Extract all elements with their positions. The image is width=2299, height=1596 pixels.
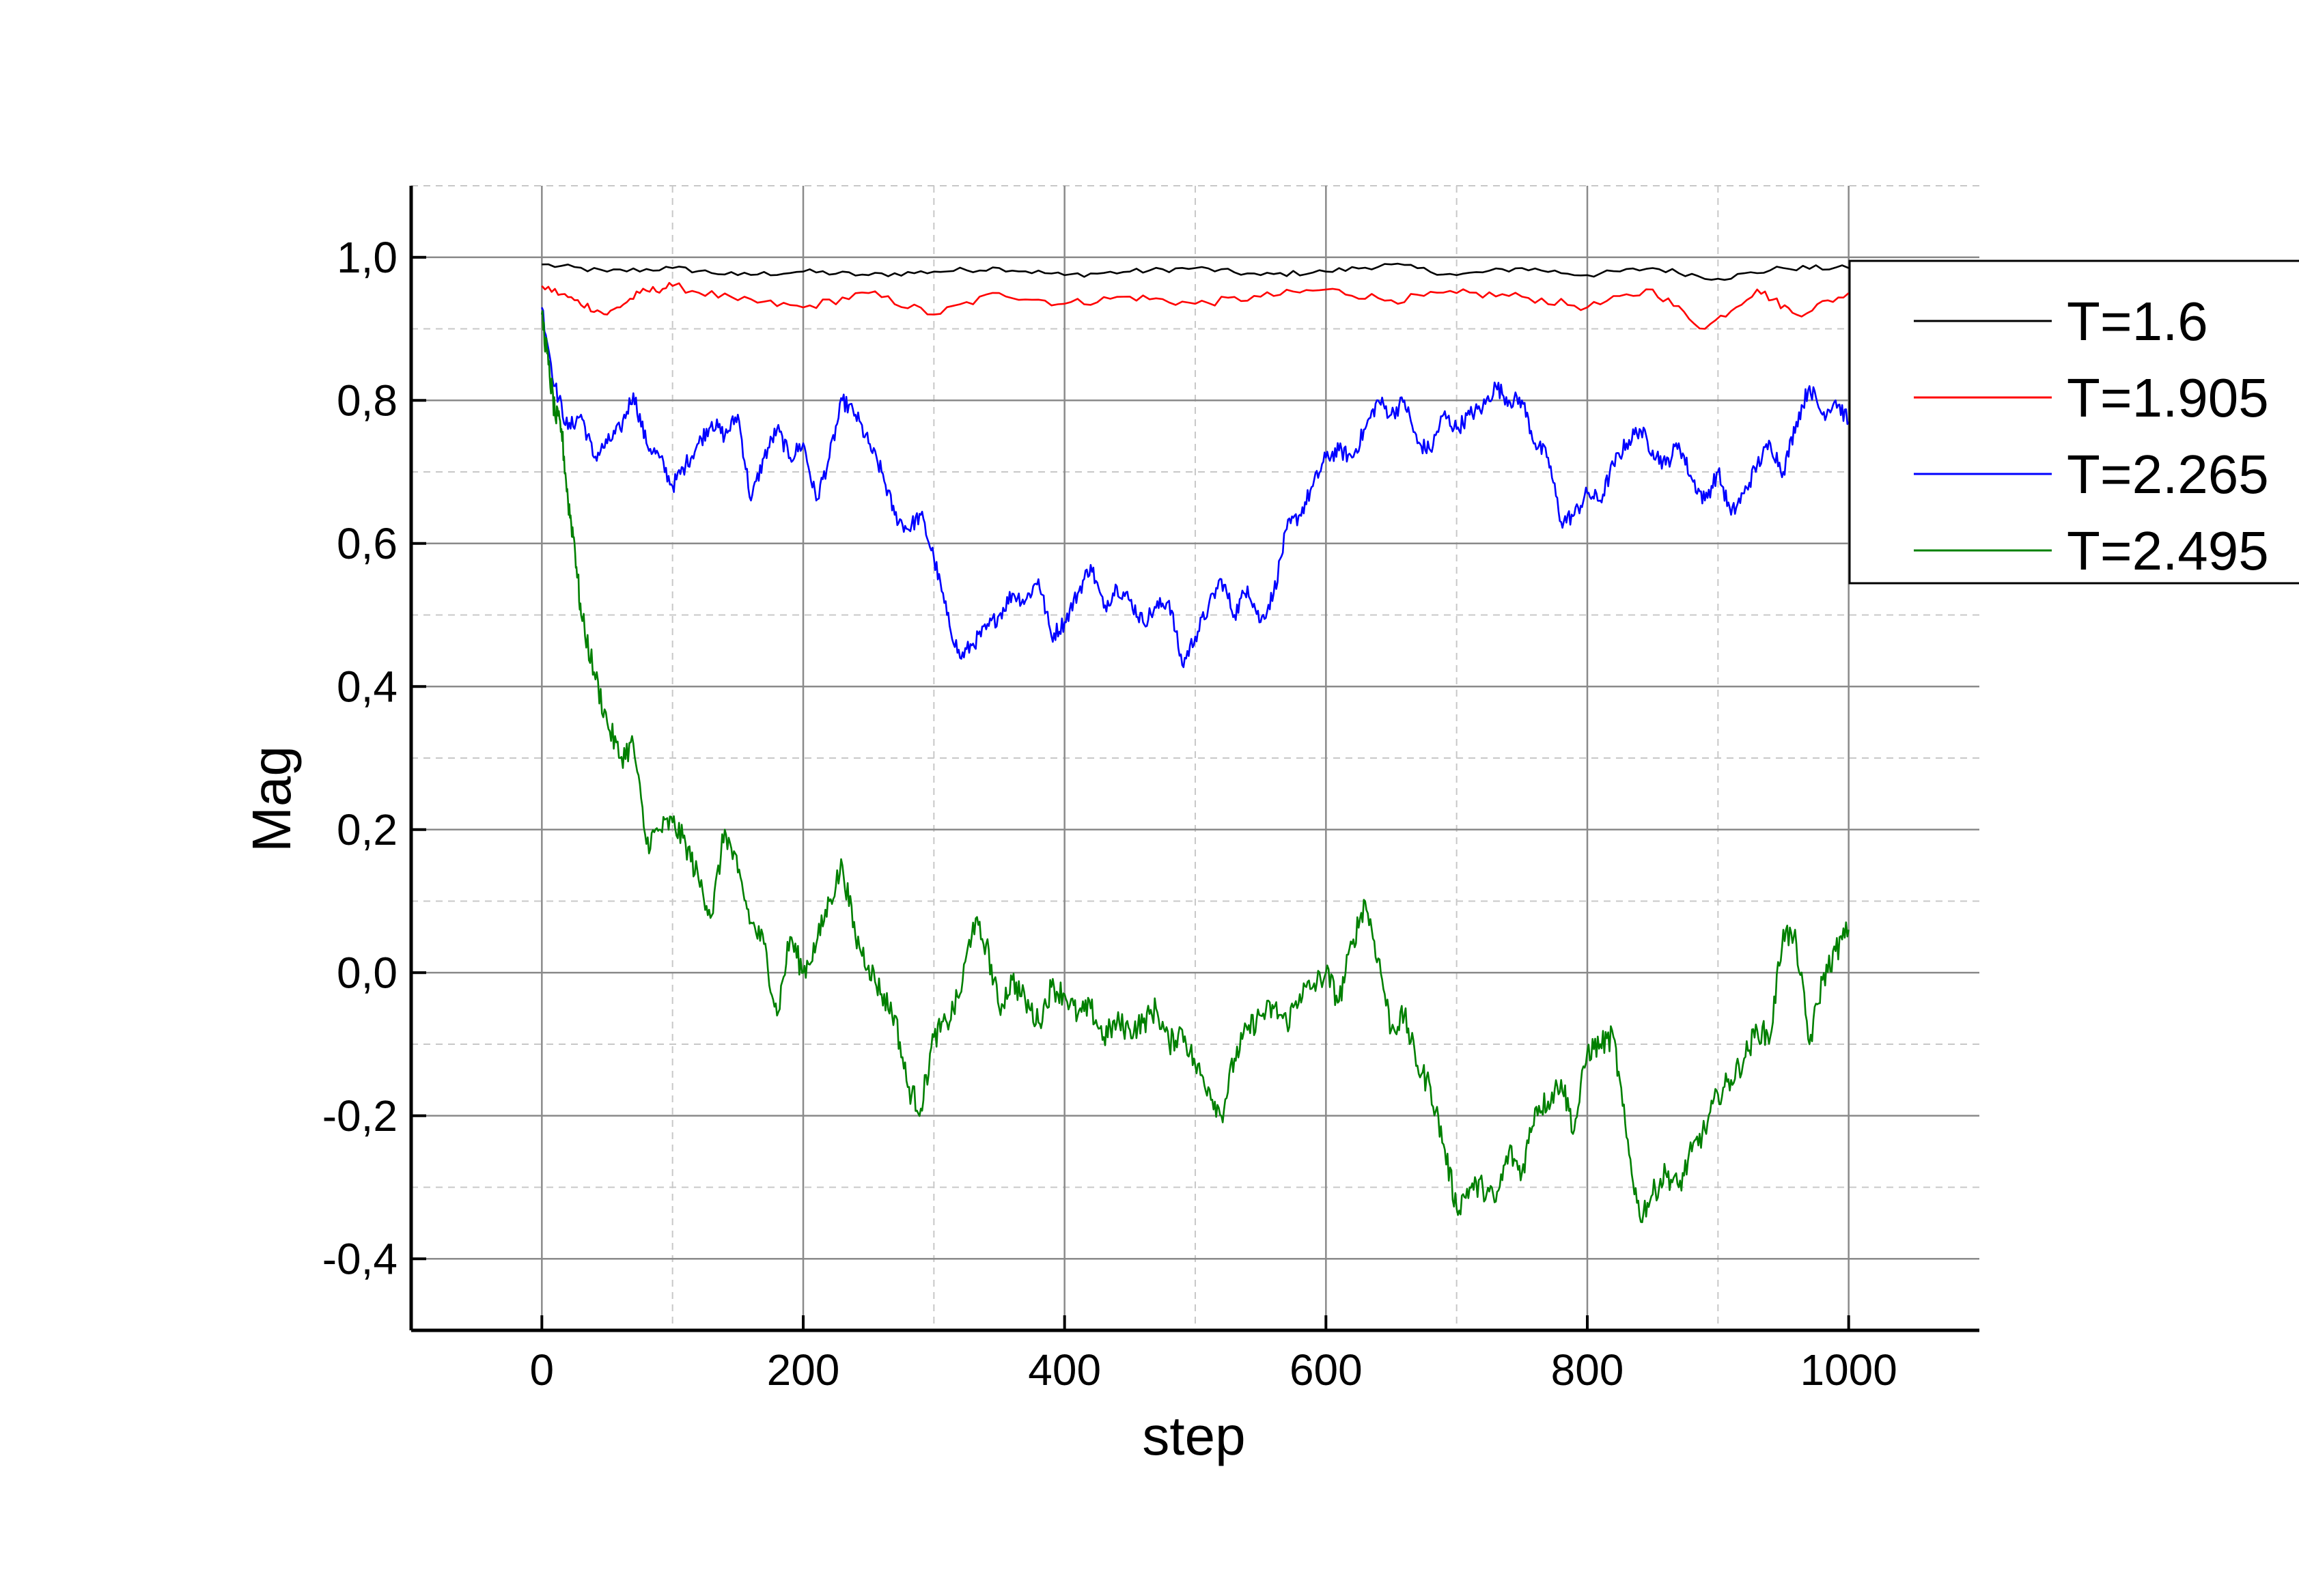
x-tick-label: 0 xyxy=(530,1345,555,1395)
legend-label: T=2.495 xyxy=(2067,520,2269,581)
y-tick-label: -0,4 xyxy=(322,1234,398,1283)
series-line xyxy=(541,281,1850,330)
y-axis-title: Mag xyxy=(241,746,302,852)
x-tick-label: 1000 xyxy=(1800,1345,1897,1395)
tick-labels: 0 200 400 600 800 1000 -0,4 -0,2 0,0 0,2 0,4 0,6 0,8… xyxy=(322,233,1897,1395)
y-tick-label: 0,8 xyxy=(337,376,398,425)
legend-label: T=1.905 xyxy=(2067,367,2269,428)
y-tick-label: 0,2 xyxy=(337,805,398,854)
x-tick-label: 200 xyxy=(767,1345,840,1395)
legend-label: T=2.265 xyxy=(2067,444,2269,505)
x-tick-label: 800 xyxy=(1551,1345,1624,1395)
y-tick-label: 0,0 xyxy=(337,948,398,997)
series-layer xyxy=(541,262,1850,1223)
legend-label: T=1.6 xyxy=(2067,291,2208,352)
series-line xyxy=(542,262,1850,281)
series-line xyxy=(541,307,1850,669)
axes xyxy=(409,186,1979,1332)
y-tick-label: 1,0 xyxy=(337,233,398,282)
x-tick-label: 400 xyxy=(1028,1345,1101,1395)
series-line xyxy=(541,310,1850,1223)
x-axis-title: step xyxy=(1142,1405,1245,1466)
y-tick-label: -0,2 xyxy=(322,1091,398,1140)
x-tick-label: 600 xyxy=(1290,1345,1363,1395)
y-tick-label: 0,6 xyxy=(337,519,398,568)
legend: T=1.6 T=1.905 T=2.265 T=2.495 xyxy=(1848,260,2299,585)
legend-box xyxy=(1848,260,2299,585)
grid-lines xyxy=(411,185,1979,1331)
y-tick-label: 0,4 xyxy=(337,662,398,711)
